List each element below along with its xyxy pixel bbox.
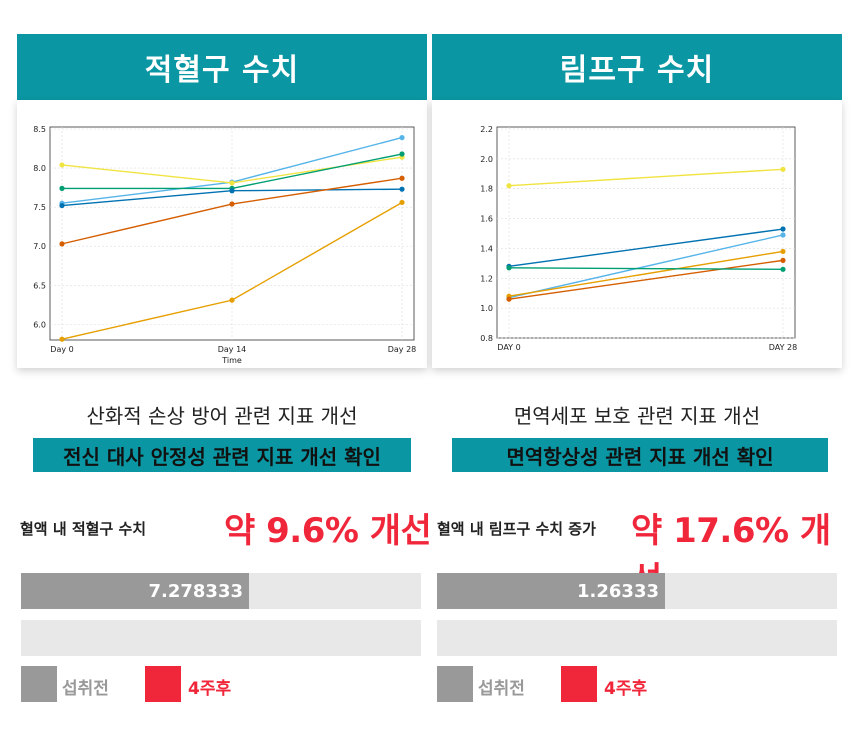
data-point bbox=[59, 162, 65, 168]
legend-before-swatch bbox=[437, 666, 473, 702]
x-tick-label: Day 14 bbox=[218, 345, 247, 354]
data-point bbox=[399, 186, 405, 192]
lymphocyte-bar-before: 1.26333 bbox=[437, 573, 665, 609]
y-tick-label: 1.6 bbox=[480, 215, 493, 224]
x-tick-label: Day 28 bbox=[388, 345, 417, 354]
rbc-title: 적혈구 수치 bbox=[17, 34, 427, 100]
lymphocyte-title: 림프구 수치 bbox=[432, 34, 842, 100]
data-point bbox=[506, 296, 512, 302]
series-line bbox=[508, 234, 784, 299]
data-point bbox=[506, 265, 512, 271]
lymphocyte-bar-before-track: 1.26333 bbox=[437, 573, 837, 609]
data-point bbox=[780, 248, 786, 255]
y-tick-label: 6.5 bbox=[33, 281, 46, 290]
lymphocyte-highlight: 면역항상성 관련 지표 개선 확인 bbox=[452, 438, 828, 472]
legend-after-label: 4주후 bbox=[604, 679, 648, 699]
y-tick-label: 8.0 bbox=[33, 164, 46, 173]
data-point bbox=[780, 257, 786, 263]
y-tick-label: 7.5 bbox=[33, 203, 46, 212]
series-line bbox=[508, 259, 784, 300]
legend-after-label: 4주후 bbox=[188, 679, 232, 699]
data-point bbox=[399, 175, 405, 181]
data-point bbox=[229, 297, 235, 303]
series-line bbox=[508, 250, 784, 297]
series-line bbox=[508, 168, 784, 187]
data-point bbox=[399, 199, 405, 206]
series-line bbox=[508, 267, 784, 271]
lymphocyte-metric-label: 혈액 내 림프구 수치 증가 bbox=[437, 520, 596, 538]
y-tick-label: 6.0 bbox=[33, 320, 46, 329]
data-point bbox=[59, 185, 65, 191]
series-line bbox=[61, 201, 403, 340]
legend-after-swatch bbox=[561, 666, 597, 702]
legend-before-label: 섭취전 bbox=[62, 679, 109, 699]
rbc-highlight: 전신 대사 안정성 관련 지표 개선 확인 bbox=[33, 438, 411, 472]
rbc-metric-label: 혈액 내 적혈구 수치 bbox=[20, 520, 147, 538]
series-line bbox=[508, 228, 784, 268]
lymphocyte-panel: 림프구 수치 0.8 1.0 1.2 1.4 1.6 1.8 2.0 2.2 DAY 0 DAY … bbox=[432, 34, 842, 368]
lymphocyte-line-chart: 0.8 1.0 1.2 1.4 1.6 1.8 2.0 2.2 DAY 0 DAY 28 bbox=[480, 125, 797, 352]
data-point bbox=[59, 336, 65, 342]
legend-before-label: 섭취전 bbox=[478, 679, 525, 699]
data-point bbox=[780, 226, 786, 232]
lymphocyte-bar-after-track bbox=[437, 620, 837, 656]
y-tick-label: 1.2 bbox=[480, 274, 493, 283]
data-point bbox=[399, 134, 405, 141]
y-tick-label: 1.8 bbox=[480, 185, 493, 194]
y-tick-label: 2.0 bbox=[480, 155, 493, 164]
rbc-metric-value: 약 9.6% 개선 bbox=[224, 511, 432, 551]
y-tick-label: 1.0 bbox=[480, 304, 493, 313]
data-point bbox=[59, 202, 65, 209]
rbc-bar-after-track bbox=[21, 620, 421, 656]
rbc-caption: 산화적 손상 방어 관련 지표 개선 bbox=[86, 404, 358, 428]
data-point bbox=[229, 180, 235, 186]
legend-before-swatch bbox=[21, 666, 57, 702]
y-tick-label: 2.2 bbox=[480, 125, 493, 134]
x-tick-label: DAY 28 bbox=[769, 343, 797, 352]
rbc-line-chart: 6.0 6.5 7.0 7.5 8.0 8.5 Day 0 Day 14 Day 28 Time bbox=[33, 125, 417, 365]
data-point bbox=[399, 151, 405, 157]
data-point bbox=[780, 166, 786, 172]
rbc-chart: 6.0 6.5 7.0 7.5 8.0 8.5 Day 0 Day 14 Day 28 Time bbox=[17, 100, 427, 368]
data-point bbox=[229, 201, 235, 207]
x-axis-label: Time bbox=[221, 356, 242, 365]
legend-after-swatch bbox=[145, 666, 181, 702]
x-tick-label: DAY 0 bbox=[497, 343, 520, 352]
rbc-bar-before: 7.278333 bbox=[21, 573, 249, 609]
y-tick-label: 1.4 bbox=[480, 244, 493, 253]
data-point bbox=[59, 241, 65, 247]
data-point bbox=[780, 266, 786, 272]
rbc-panel: 적혈구 수치 6.0 6.5 7.0 7.5 8.0 8.5 Day 0 Day 14 Day … bbox=[17, 34, 427, 368]
lymphocyte-chart: 0.8 1.0 1.2 1.4 1.6 1.8 2.0 2.2 DAY 0 DAY 28 bbox=[432, 100, 842, 368]
data-point bbox=[229, 188, 235, 194]
y-tick-label: 7.0 bbox=[33, 242, 46, 251]
y-tick-label: 8.5 bbox=[33, 125, 46, 134]
y-tick-label: 0.8 bbox=[480, 334, 493, 343]
lymphocyte-caption: 면역세포 보호 관련 지표 개선 bbox=[513, 404, 761, 428]
rbc-bar-before-track: 7.278333 bbox=[21, 573, 421, 609]
data-point bbox=[780, 232, 786, 238]
x-tick-label: Day 0 bbox=[50, 345, 73, 354]
data-point bbox=[506, 183, 512, 189]
